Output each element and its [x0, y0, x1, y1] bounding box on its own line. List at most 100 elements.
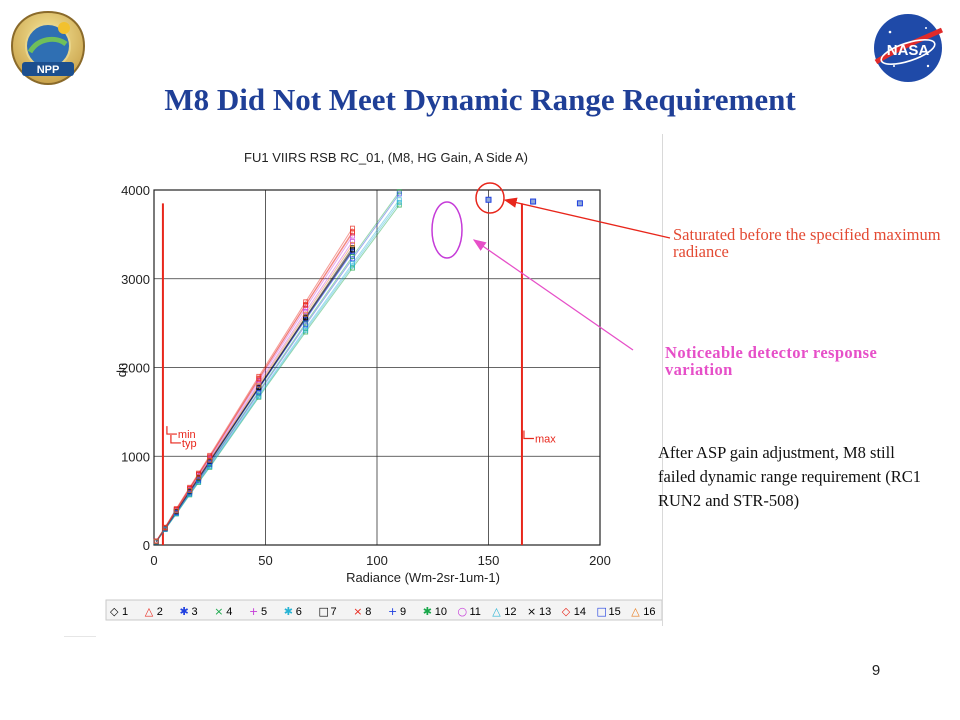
legend-label-13: 13: [539, 606, 551, 618]
legend-marker-5: +: [249, 605, 258, 618]
data-point: [196, 471, 202, 477]
series-line-6: [155, 199, 400, 543]
dn-vs-radiance-chart: FU1 VIIRS RSB RC_01, (M8, HG Gain, A Sid…: [105, 150, 662, 621]
x-tick-label: 50: [258, 553, 272, 568]
legend-marker-2: △: [145, 605, 154, 618]
data-point: [187, 487, 193, 493]
series-line-12: [155, 202, 400, 543]
data-point: [162, 525, 168, 531]
legend-marker-10: ✱: [423, 605, 432, 618]
chart-panel: FU1 VIIRS RSB RC_01, (M8, HG Gain, A Sid…: [96, 134, 663, 626]
legend-label-6: 6: [296, 606, 302, 618]
legend-marker-3: ✱: [180, 605, 189, 618]
data-point: [303, 299, 309, 305]
data-point: [350, 230, 355, 236]
data-point: [187, 490, 193, 496]
plot-frame: [153, 189, 601, 546]
legend-label-5: 5: [261, 606, 267, 618]
legend-marker-4: ×: [214, 605, 223, 618]
x-tick-label: 100: [366, 553, 388, 568]
legend-label-9: 9: [400, 606, 406, 618]
legend-label-14: 14: [574, 606, 586, 618]
legend-marker-13: ×: [527, 605, 536, 618]
data-point: [350, 225, 355, 231]
variation-arrow: [472, 239, 634, 351]
saturation-note: Saturated before the specified maximum r…: [673, 225, 941, 261]
data-point: [207, 454, 213, 460]
saturated-point: [576, 200, 583, 207]
divider: [64, 636, 96, 637]
legend-marker-7: □: [319, 605, 329, 618]
data-point: [303, 302, 309, 308]
data-point: [303, 311, 309, 317]
nasa-logo-text: NASA: [887, 42, 930, 59]
data-point: [350, 263, 355, 269]
legend-label-2: 2: [157, 606, 163, 618]
legend-marker-8: ×: [353, 605, 362, 618]
y-tick-label: 4000: [121, 183, 150, 198]
saturation-arrow: [503, 197, 671, 239]
marker-label-typ: typ: [182, 438, 197, 450]
legend-marker-1: ◇: [110, 605, 119, 618]
series-line-10: [155, 204, 400, 543]
slide-title: M8 Did Not Meet Dynamic Range Requiremen…: [164, 82, 796, 117]
legend-marker-15: □: [597, 605, 607, 618]
npp-logo-text: NPP: [37, 64, 60, 76]
legend-marker-6: ✱: [284, 605, 293, 618]
data-point: [350, 247, 355, 252]
y-tick-label: 3000: [121, 272, 150, 287]
legend-label-1: 1: [122, 606, 128, 618]
data-point: [256, 390, 262, 396]
series-line-4: [155, 191, 400, 542]
data-point: [303, 327, 309, 333]
data-point: [196, 477, 202, 483]
legend-label-15: 15: [609, 606, 621, 618]
legend-label-10: 10: [435, 606, 447, 618]
data-point: [196, 474, 202, 480]
data-point: [256, 393, 262, 399]
data-point: [396, 191, 402, 197]
data-points: [153, 189, 583, 545]
page-number: 9: [871, 662, 881, 679]
data-point: [396, 202, 402, 208]
saturated-point: [485, 196, 492, 203]
legend-box: [105, 599, 662, 621]
nasa-logo: NASA: [868, 8, 948, 93]
legend-label-8: 8: [365, 606, 371, 618]
marker-tick-min: [166, 426, 177, 435]
data-point: [303, 315, 309, 321]
chart-grid: [154, 190, 600, 545]
data-point: [153, 539, 159, 544]
gain-adjustment-note: After ASP gain adjustment, M8 still fail…: [658, 443, 921, 510]
data-point: [396, 197, 402, 203]
variation-circle: [431, 201, 463, 259]
legend-marker-12: △: [492, 605, 501, 618]
chart-title: FU1 VIIRS RSB RC_01, (M8, HG Gain, A Sid…: [244, 150, 528, 165]
x-tick-label: 150: [478, 553, 500, 568]
marker-tick-max: [523, 430, 534, 440]
legend: ◇ 1 △ 2 ✱ 3 × 4 +5 ✱ 6 □ 7 × 8 +9 ✱ 10 ○ 11 △ 12 × 13 ◇ 14 □ 15 △ 16: [110, 605, 656, 618]
data-point: [207, 457, 213, 463]
data-point: [396, 199, 402, 205]
legend-label-3: 3: [192, 606, 198, 618]
saturated-point: [530, 198, 537, 205]
marker-tick-typ: [170, 434, 181, 444]
x-tick-label: 200: [589, 553, 611, 568]
legend-label-4: 4: [226, 606, 232, 618]
y-tick-label: 0: [143, 538, 150, 553]
data-point: [303, 322, 309, 328]
legend-label-7: 7: [331, 606, 337, 618]
data-point: [173, 508, 179, 514]
data-point: [350, 239, 355, 244]
legend-label-16: 16: [643, 606, 655, 618]
data-point: [256, 382, 262, 388]
data-point: [256, 376, 262, 382]
y-axis-label: dn: [114, 363, 129, 377]
y-tick-label: 1000: [121, 449, 150, 464]
data-point: [303, 309, 309, 315]
data-point: [350, 242, 355, 248]
y-tick-label: 2000: [121, 361, 150, 376]
